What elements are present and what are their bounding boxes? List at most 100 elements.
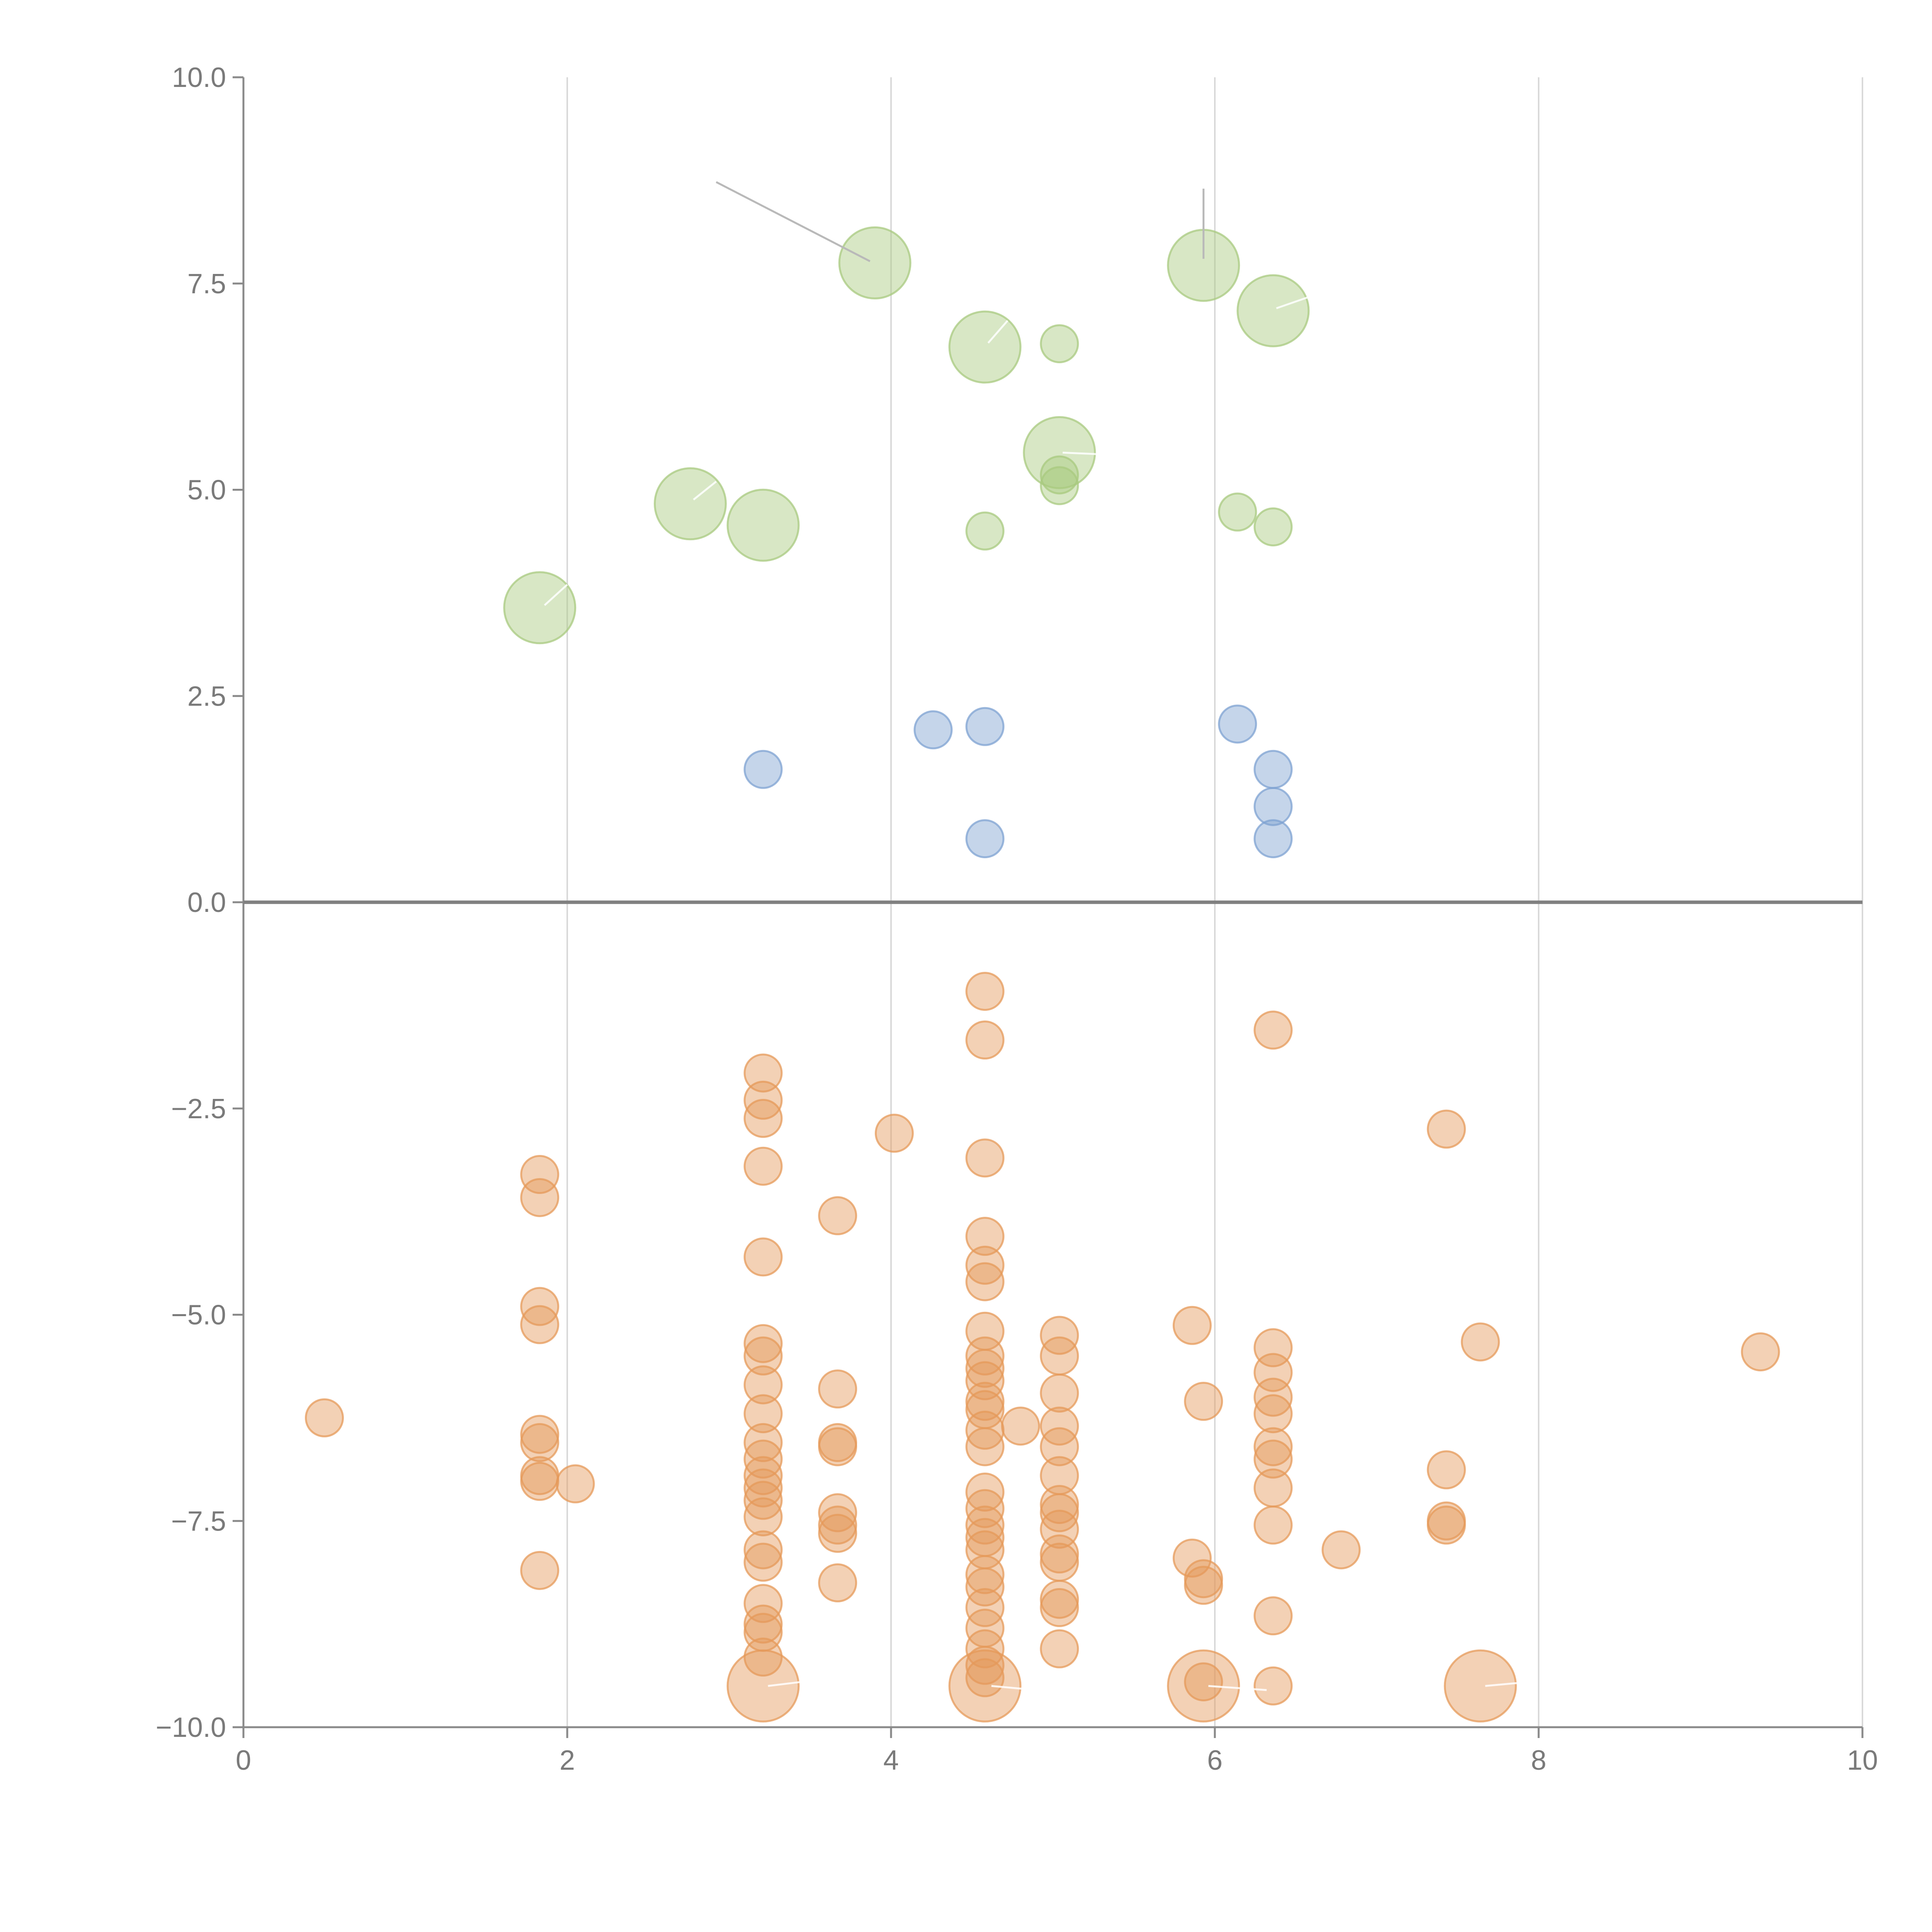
orange-point bbox=[1321, 1530, 1361, 1570]
green-point bbox=[1040, 455, 1079, 495]
orange-point bbox=[965, 1427, 1005, 1466]
orange-point bbox=[743, 1584, 783, 1623]
leader-line bbox=[1276, 295, 1313, 310]
y-tick-label: 10.0 bbox=[172, 62, 226, 93]
orange-point bbox=[1040, 1534, 1079, 1574]
orange-point bbox=[1253, 1010, 1293, 1050]
leader-line bbox=[544, 584, 568, 606]
orange-point bbox=[965, 1410, 1005, 1450]
orange-point bbox=[743, 1530, 783, 1570]
orange-point bbox=[965, 1020, 1005, 1060]
leader-line bbox=[768, 1681, 802, 1687]
blue-point bbox=[1253, 750, 1293, 789]
orange-point bbox=[743, 1324, 783, 1363]
orange-point bbox=[743, 1468, 783, 1508]
orange-point bbox=[818, 1493, 857, 1532]
y-tick-label: −7.5 bbox=[171, 1506, 226, 1537]
orange-point bbox=[305, 1398, 344, 1437]
orange-point bbox=[874, 1114, 914, 1153]
orange-point bbox=[1184, 1382, 1223, 1421]
orange-point bbox=[743, 1099, 783, 1138]
orange-point bbox=[1253, 1378, 1293, 1417]
orange-point bbox=[1040, 1427, 1079, 1466]
green-point bbox=[1040, 466, 1079, 505]
orange-point bbox=[1741, 1332, 1780, 1372]
orange-point bbox=[1040, 1316, 1079, 1355]
y-tick-label: 2.5 bbox=[187, 681, 226, 712]
orange-point bbox=[743, 1394, 783, 1434]
green-point bbox=[1253, 507, 1293, 547]
orange-point bbox=[743, 1439, 783, 1479]
blue-point bbox=[1253, 787, 1293, 826]
leader-line bbox=[716, 181, 871, 262]
orange-point bbox=[743, 1146, 783, 1186]
orange-point bbox=[965, 1567, 1005, 1607]
orange-point bbox=[743, 1604, 783, 1644]
green-point bbox=[726, 488, 800, 562]
y-tick-label: −2.5 bbox=[171, 1094, 226, 1124]
green-point bbox=[1218, 492, 1257, 532]
orange-point bbox=[1461, 1322, 1500, 1362]
orange-point bbox=[743, 1423, 783, 1462]
green-point bbox=[965, 511, 1005, 551]
orange-point bbox=[1253, 1505, 1293, 1545]
orange-point bbox=[965, 1382, 1005, 1421]
orange-point bbox=[1427, 1450, 1466, 1490]
orange-point bbox=[818, 1563, 857, 1602]
x-tick-label: 6 bbox=[1207, 1745, 1223, 1776]
blue-point bbox=[1218, 704, 1257, 744]
green-point bbox=[838, 226, 912, 299]
orange-point bbox=[965, 1361, 1005, 1400]
orange-point bbox=[1253, 1394, 1293, 1434]
y-tick-label: 5.0 bbox=[187, 475, 226, 506]
orange-point bbox=[520, 1178, 560, 1217]
blue-point bbox=[965, 707, 1005, 746]
orange-point bbox=[948, 1649, 1022, 1723]
orange-point bbox=[743, 1481, 783, 1520]
orange-point bbox=[818, 1196, 857, 1235]
y-tick-label: −5.0 bbox=[171, 1300, 226, 1331]
y-tick-label: −10.0 bbox=[156, 1712, 226, 1743]
orange-point bbox=[743, 1053, 783, 1093]
axes bbox=[233, 76, 1864, 1738]
orange-point bbox=[818, 1427, 857, 1466]
orange-point bbox=[743, 1638, 783, 1677]
green-point bbox=[948, 310, 1022, 384]
orange-point bbox=[743, 1336, 783, 1376]
leader-line bbox=[987, 320, 1009, 344]
leader-line bbox=[991, 1685, 1037, 1691]
orange-point bbox=[520, 1415, 560, 1454]
data-points bbox=[305, 226, 1780, 1723]
orange-point bbox=[743, 1543, 783, 1582]
orange-point bbox=[1184, 1662, 1223, 1702]
orange-point bbox=[1167, 1649, 1240, 1723]
orange-point bbox=[1040, 1588, 1079, 1627]
blue-point bbox=[913, 710, 953, 750]
orange-point bbox=[1444, 1649, 1517, 1723]
orange-point bbox=[520, 1462, 560, 1501]
orange-point bbox=[1427, 1109, 1466, 1149]
orange-point bbox=[818, 1505, 857, 1545]
green-point bbox=[1236, 274, 1310, 347]
orange-point bbox=[1040, 1629, 1079, 1668]
orange-point bbox=[1040, 1543, 1079, 1582]
orange-point bbox=[520, 1423, 560, 1462]
orange-point bbox=[1040, 1373, 1079, 1413]
orange-point bbox=[556, 1464, 595, 1503]
orange-point bbox=[1253, 1468, 1293, 1508]
orange-point bbox=[743, 1237, 783, 1277]
orange-point bbox=[1253, 1439, 1293, 1479]
leader-line bbox=[1208, 1685, 1267, 1691]
orange-point bbox=[965, 1555, 1005, 1594]
leader-line bbox=[693, 481, 717, 501]
y-tick-label: 0.0 bbox=[187, 887, 226, 918]
orange-point bbox=[1253, 1596, 1293, 1636]
orange-point bbox=[1172, 1306, 1212, 1345]
orange-point bbox=[1040, 1580, 1079, 1619]
orange-point bbox=[726, 1649, 800, 1723]
y-tick-label: 7.5 bbox=[187, 269, 226, 299]
orange-point bbox=[965, 1629, 1005, 1668]
orange-point bbox=[965, 1473, 1005, 1512]
blue-point bbox=[1253, 819, 1293, 859]
